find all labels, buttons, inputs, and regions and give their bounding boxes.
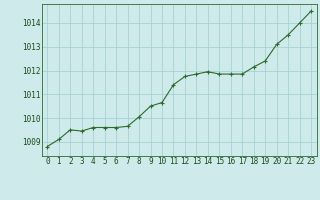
Text: Graphe pression niveau de la mer (hPa): Graphe pression niveau de la mer (hPa) <box>58 185 262 194</box>
